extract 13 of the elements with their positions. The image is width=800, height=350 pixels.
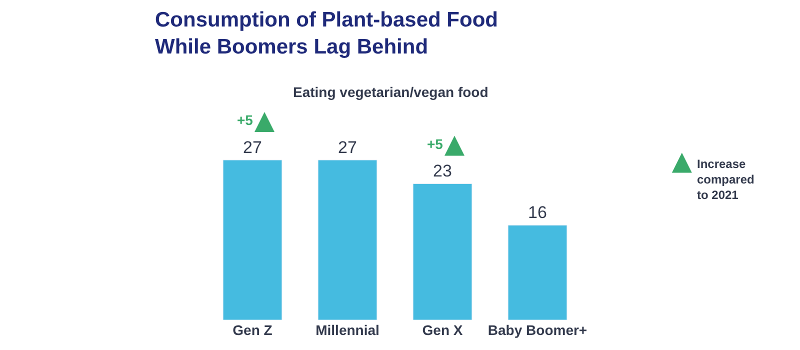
x-tick-label: Millennial bbox=[316, 322, 380, 338]
data-label: 23 bbox=[433, 162, 452, 181]
text: Increase compared to 2021 bbox=[697, 157, 754, 202]
data-label: 16 bbox=[528, 203, 547, 222]
annotation: +5 bbox=[237, 112, 254, 128]
data-label: 27 bbox=[243, 138, 262, 157]
annotation: +5 bbox=[427, 136, 444, 152]
x-tick-label: Gen X bbox=[422, 322, 464, 338]
chart-title: Consumption of Plant-based Food While Boomers Lag Behind bbox=[155, 8, 498, 59]
x-tick-label: Gen Z bbox=[232, 322, 273, 338]
x-tick-label: Baby Boomer+ bbox=[488, 322, 588, 338]
chart-subtitle: Eating vegetarian/vegan food bbox=[293, 84, 488, 100]
data-label: 27 bbox=[338, 138, 357, 157]
